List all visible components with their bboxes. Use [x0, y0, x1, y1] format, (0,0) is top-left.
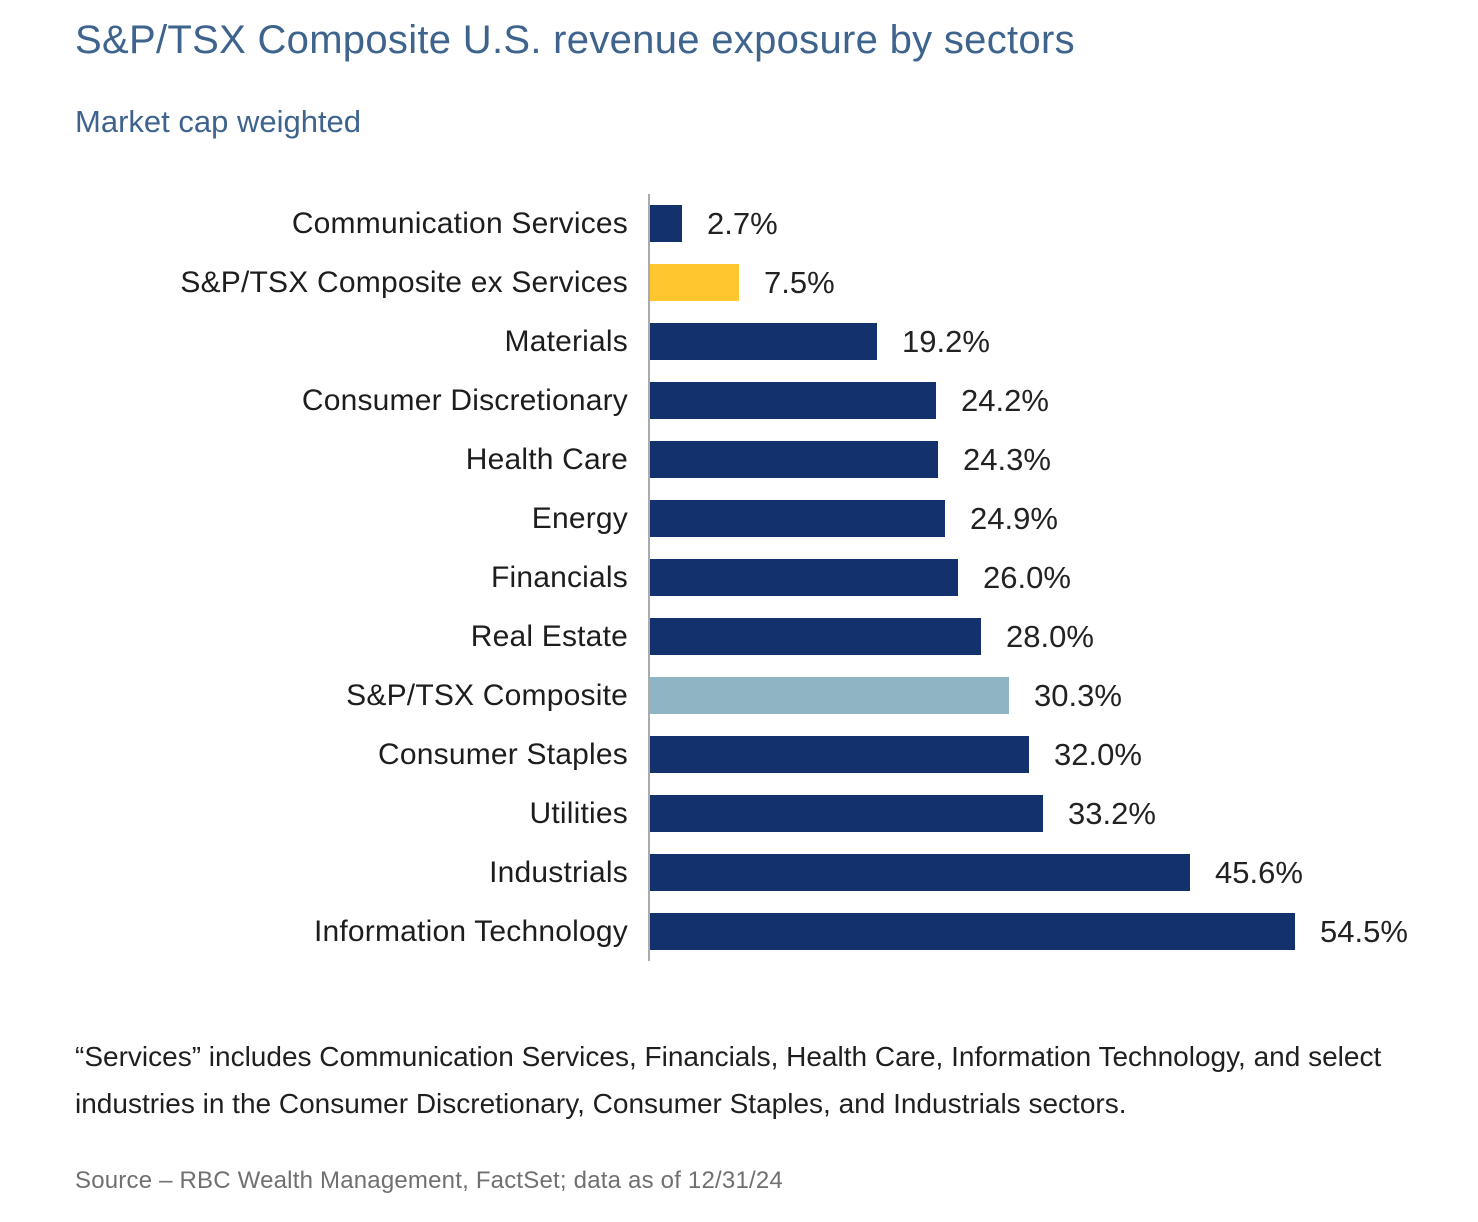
category-label: Energy	[531, 501, 628, 535]
value-label: 24.3%	[963, 441, 1051, 477]
bar	[650, 323, 877, 360]
bar-row: Consumer Discretionary 24.2%	[75, 371, 1455, 430]
bar	[650, 795, 1043, 832]
bar-track: 7.5%	[648, 253, 1455, 312]
value-label: 7.5%	[764, 264, 835, 300]
bar-row: Information Technology 54.5%	[75, 902, 1455, 961]
category-label: S&P/TSX Composite	[346, 678, 628, 712]
category-label: Real Estate	[470, 619, 628, 653]
bar-track: 45.6%	[648, 843, 1455, 902]
category-label: Information Technology	[313, 914, 628, 948]
bar	[650, 500, 945, 537]
bar-row: Real Estate 28.0%	[75, 607, 1455, 666]
bar-chart: Communication Services 2.7% S&P/TSX Compos…	[75, 194, 1455, 961]
footnote: “Services” includes Communication Servic…	[75, 1041, 1382, 1119]
bar-row: Materials 19.2%	[75, 312, 1455, 371]
bar-row: Financials 26.0%	[75, 548, 1455, 607]
bar	[650, 854, 1190, 891]
category-label: Consumer Staples	[378, 737, 628, 771]
bar-track: 28.0%	[648, 607, 1455, 666]
value-label: 30.3%	[1034, 677, 1122, 713]
bar-track: 24.2%	[648, 371, 1455, 430]
value-label: 32.0%	[1054, 736, 1142, 772]
value-label: 24.2%	[961, 382, 1049, 418]
category-label: Communication Services	[291, 206, 628, 240]
bar-track: 24.3%	[648, 430, 1455, 489]
bar-row: Communication Services 2.7%	[75, 194, 1455, 253]
bar-track: 30.3%	[648, 666, 1455, 725]
bar	[650, 441, 938, 478]
bar-row: Health Care 24.3%	[75, 430, 1455, 489]
bar-row: Energy 24.9%	[75, 489, 1455, 548]
category-label: Financials	[490, 560, 628, 594]
chart-title: S&P/TSX Composite U.S. revenue exposure …	[75, 18, 1075, 62]
bar-row: Utilities 33.2%	[75, 784, 1455, 843]
value-label: 33.2%	[1068, 795, 1156, 831]
bar	[650, 618, 981, 655]
bar	[650, 913, 1295, 950]
category-label: Health Care	[465, 442, 628, 476]
bar-track: 33.2%	[648, 784, 1455, 843]
source-note: Source – RBC Wealth Management, FactSet;…	[75, 1167, 783, 1194]
category-label: Consumer Discretionary	[301, 383, 628, 417]
bar-track: 19.2%	[648, 312, 1455, 371]
category-label: Materials	[504, 324, 628, 358]
bar-track: 32.0%	[648, 725, 1455, 784]
bar	[650, 264, 739, 301]
value-label: 24.9%	[970, 500, 1058, 536]
bar-row: Industrials 45.6%	[75, 843, 1455, 902]
bar-row: Consumer Staples 32.0%	[75, 725, 1455, 784]
value-label: 54.5%	[1320, 913, 1408, 949]
value-label: 19.2%	[902, 323, 990, 359]
bar	[650, 736, 1029, 773]
bar-track: 26.0%	[648, 548, 1455, 607]
value-label: 2.7%	[707, 205, 778, 241]
bar-track: 24.9%	[648, 489, 1455, 548]
value-label: 45.6%	[1215, 854, 1303, 890]
category-label: Utilities	[529, 796, 628, 830]
bar	[650, 382, 936, 419]
bar-row: S&P/TSX Composite 30.3%	[75, 666, 1455, 725]
bar	[650, 205, 682, 242]
value-label: 28.0%	[1006, 618, 1094, 654]
bar-track: 54.5%	[648, 902, 1455, 961]
bar	[650, 559, 958, 596]
bar	[650, 677, 1009, 714]
bar-row: S&P/TSX Composite ex Services 7.5%	[75, 253, 1455, 312]
bar-track: 2.7%	[648, 194, 1455, 253]
chart-subtitle: Market cap weighted	[75, 104, 362, 139]
value-label: 26.0%	[983, 559, 1071, 595]
category-label: S&P/TSX Composite ex Services	[180, 265, 628, 299]
category-label: Industrials	[489, 855, 628, 889]
